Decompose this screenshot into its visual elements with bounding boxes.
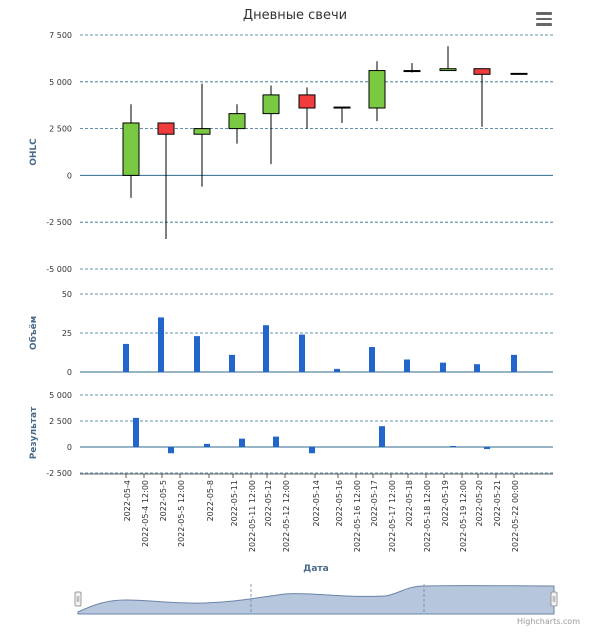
candle [368,61,386,122]
candle-body [510,72,528,75]
x-tick-label: 2022-05-16 12:00 [353,480,362,552]
candle-body [228,113,246,130]
navigator-series-area [77,585,555,615]
x-tick-label: 2022-05-18 [405,480,414,527]
menu-icon[interactable] [536,12,552,26]
volume-bar [158,317,164,372]
result-bar [133,417,139,447]
result-bar [309,447,315,454]
x-tick-label: 2022-05-4 [123,480,132,521]
x-tick-label: 2022-05-8 [206,480,215,521]
x-tick-label: 2022-05-19 [441,480,450,527]
volume-bar [334,368,340,372]
candle-body [403,70,421,73]
result-axis-title: Результат [29,406,39,459]
volume-bar [511,354,517,372]
ohlc-y-tick-label: 5 000 [49,78,72,87]
x-tick-label: 2022-05-17 12:00 [388,480,397,552]
ohlc-y-tick-label: 7 500 [49,31,72,40]
volume-bar [474,364,480,372]
result-y-tick-label: 2 500 [49,417,72,426]
volume-bar [404,359,410,372]
candle [122,104,140,198]
candle [510,72,528,75]
result-bar [168,447,174,454]
candle [193,83,211,187]
result-bar [450,445,456,447]
ohlc-y-tick-label: -5 000 [46,265,72,274]
x-tick-label: 2022-05-19 12:00 [459,480,468,552]
navigator-right-handle[interactable] [550,591,558,607]
credits-link[interactable]: Highcharts.com [517,617,580,626]
volume-y-tick-label: 0 [67,368,72,377]
volume-bar [194,336,200,372]
x-tick-label: 2022-05-14 [312,480,321,527]
volume-y-tick-label: 25 [62,329,72,338]
x-tick-label: 2022-05-4 12:00 [141,480,150,547]
volume-bar [369,347,375,372]
x-tick-label: 2022-05-5 [159,480,168,521]
candle-body [193,128,211,135]
candle [228,104,246,144]
x-tick-label: 2022-05-5 12:00 [177,480,186,547]
result-y-tick-label: -2 500 [46,469,72,478]
result-y-tick-label: 5 000 [49,391,72,400]
candle-body [368,70,386,109]
volume-bar [440,362,446,372]
candle-body [473,68,491,75]
result-bar [484,447,490,450]
candle-body [333,106,351,109]
candle-body [262,94,280,115]
volume-bar [263,325,269,372]
result-y-tick-label: 0 [67,443,72,452]
volume-y-tick-label: 50 [62,290,72,299]
x-tick-label: 2022-05-16 [335,480,344,527]
chart-title: Дневные свечи [242,8,348,23]
ohlc-y-tick-label: -2 500 [46,218,72,227]
result-bar [204,443,210,447]
result-bar [239,438,245,447]
x-axis-title: Дата [303,564,328,574]
volume-bar [229,354,235,372]
volume-bar [123,343,129,372]
candle [403,63,421,73]
x-tick-label: 2022-05-11 12:00 [248,480,257,552]
ohlc-y-tick-label: 2 500 [49,125,72,134]
candle-body [298,94,316,109]
x-tick-label: 2022-05-11 [230,480,239,527]
x-tick-label: 2022-05-12 12:00 [282,480,291,552]
x-tick-label: 2022-05-21 [493,480,502,527]
candle-body [122,122,140,176]
ohlc-y-tick-label: 0 [67,171,72,180]
ohlc-axis-title: OHLC [29,138,39,166]
candle [157,122,175,240]
result-bar [379,426,385,447]
result-bar [273,436,279,447]
candle [333,106,351,123]
volume-bar [299,334,305,372]
x-tick-label: 2022-05-18 12:00 [423,480,432,552]
x-tick-label: 2022-05-22 00:00 [511,480,520,552]
candle [298,87,316,129]
x-tick-label: 2022-05-17 [370,480,379,527]
candle [439,46,457,72]
candle [473,68,491,127]
navigator-left-handle[interactable] [74,591,82,607]
candle [262,85,280,165]
candle-body [439,68,457,72]
candle-body [157,122,175,135]
volume-axis-title: Объём [28,316,39,350]
x-tick-label: 2022-05-20 [475,480,484,527]
x-tick-label: 2022-05-12 [264,480,273,527]
